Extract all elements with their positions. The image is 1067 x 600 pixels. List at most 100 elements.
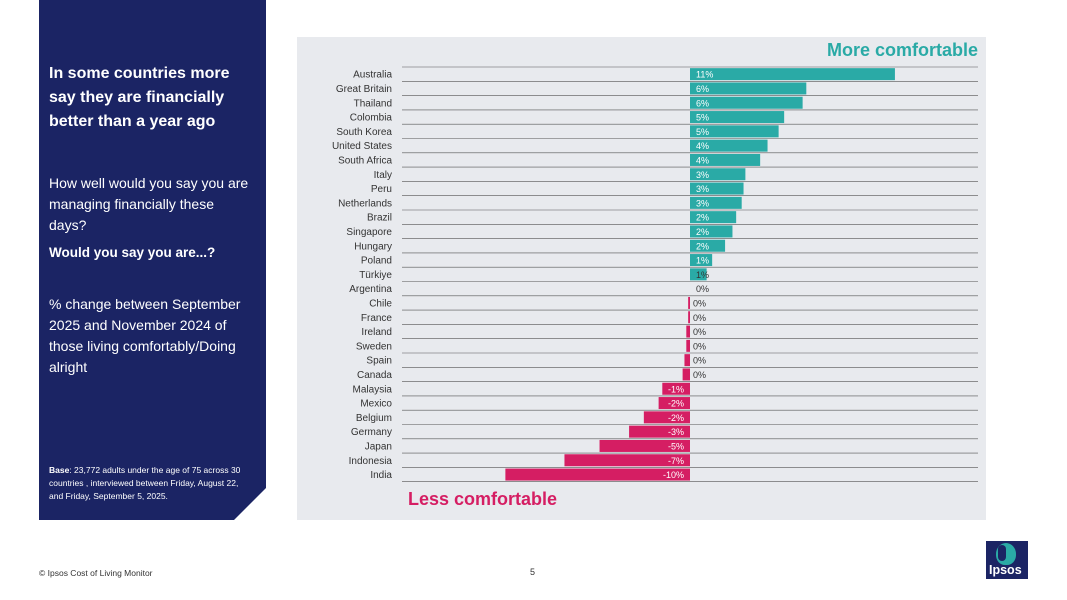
value-label: 5%: [696, 127, 709, 137]
bar: [690, 139, 768, 152]
category-label: Hungary: [354, 241, 392, 252]
bar: [629, 425, 690, 438]
less-comfortable-label: Less comfortable: [408, 489, 558, 509]
category-label: India: [370, 470, 392, 481]
category-label: Great Britain: [336, 84, 392, 95]
more-comfortable-label: More comfortable: [826, 40, 978, 60]
bar: [690, 168, 746, 181]
survey-sub-question: Would you say you are...?: [49, 245, 216, 260]
category-label: South Africa: [338, 155, 392, 166]
value-label: 2%: [696, 241, 709, 251]
category-label: Netherlands: [338, 198, 392, 209]
bar: [688, 296, 690, 309]
value-label: -7%: [668, 456, 684, 466]
value-label: -3%: [668, 427, 684, 437]
bar: [662, 382, 690, 395]
value-label: 0%: [696, 284, 709, 294]
category-label: Italy: [374, 170, 392, 181]
bar: [690, 182, 744, 195]
value-label: 0%: [693, 356, 706, 366]
bar: [690, 239, 726, 252]
category-label: Peru: [371, 184, 392, 195]
value-label: 0%: [693, 341, 706, 351]
value-label: 6%: [696, 84, 709, 94]
category-label: Sweden: [356, 341, 392, 352]
value-label: 2%: [696, 227, 709, 237]
bar: [690, 111, 785, 124]
value-label: 3%: [696, 170, 709, 180]
bar: [690, 211, 737, 224]
logo-text: Ipsos: [989, 563, 1022, 577]
bar: [690, 153, 761, 166]
category-label: Colombia: [350, 113, 393, 124]
value-label: -1%: [668, 384, 684, 394]
category-label: Germany: [351, 427, 392, 438]
value-label: 0%: [693, 313, 706, 323]
left-panel: In some countries more say they are fina…: [39, 0, 266, 520]
value-label: 4%: [696, 141, 709, 151]
category-label: Argentina: [349, 284, 392, 295]
category-label: Singapore: [346, 227, 392, 238]
bar: [690, 82, 807, 95]
survey-question: How well would you say you are managing …: [49, 175, 249, 233]
value-label: 1%: [696, 270, 709, 280]
chart-panel: Australia 11% Great Britain 6% Thailand 6% Col…: [297, 37, 986, 520]
bar: [690, 96, 803, 109]
bar: [505, 468, 690, 481]
category-label: Indonesia: [349, 456, 393, 467]
value-label: 11%: [696, 70, 713, 80]
bar: [684, 354, 690, 367]
category-label: France: [361, 313, 393, 324]
category-label: Canada: [357, 370, 392, 381]
headline: In some countries more say they are fina…: [49, 65, 230, 130]
bar: [682, 368, 690, 381]
value-label: 0%: [693, 370, 706, 380]
value-label: 6%: [696, 98, 709, 108]
value-label: 3%: [696, 198, 709, 208]
value-label: -2%: [668, 399, 684, 409]
base-text: : 23,772 adults under the age of 75 acro…: [49, 465, 241, 501]
category-label: South Korea: [336, 127, 392, 138]
value-label: 0%: [693, 298, 706, 308]
category-label: Ireland: [361, 327, 392, 338]
logo-mark-cutout: [998, 545, 1006, 561]
category-label: Spain: [366, 356, 392, 367]
value-label: 1%: [696, 256, 709, 266]
bar: [690, 125, 779, 138]
bar: [690, 68, 895, 81]
category-label: Thailand: [354, 98, 392, 109]
value-label: -2%: [668, 413, 684, 423]
category-label: United States: [332, 141, 392, 152]
category-label: Brazil: [367, 213, 392, 224]
bar: [690, 225, 733, 238]
bar: [686, 339, 690, 352]
bar: [690, 254, 713, 267]
bar: [643, 411, 690, 424]
category-label: Australia: [353, 70, 392, 81]
bar: [658, 397, 690, 410]
category-label: Japan: [365, 441, 392, 452]
value-label: 0%: [693, 327, 706, 337]
page-number: 5: [530, 567, 536, 577]
value-label: 3%: [696, 184, 709, 194]
base-label: Base: [49, 465, 70, 475]
value-label: 2%: [696, 213, 709, 223]
metric-description: % change between September 2025 and Nove…: [49, 296, 241, 375]
bar-chart: Australia 11% Great Britain 6% Thailand 6% Col…: [332, 66, 978, 483]
value-label: 4%: [696, 155, 709, 165]
category-label: Türkiye: [359, 270, 392, 281]
value-label: -10%: [663, 470, 684, 480]
category-label: Malaysia: [353, 384, 393, 395]
footer-copyright: © Ipsos Cost of Living Monitor: [39, 568, 153, 578]
category-label: Mexico: [360, 399, 392, 410]
bar: [599, 439, 690, 452]
category-label: Poland: [361, 256, 392, 267]
category-label: Chile: [369, 298, 392, 309]
bar: [690, 196, 742, 209]
bar: [690, 268, 707, 281]
bar: [564, 454, 690, 467]
value-label: -5%: [668, 441, 684, 451]
base-note: Base: 23,772 adults under the age of 75 …: [49, 464, 254, 503]
bar: [688, 311, 690, 324]
ipsos-logo: Ipsos: [986, 541, 1028, 579]
